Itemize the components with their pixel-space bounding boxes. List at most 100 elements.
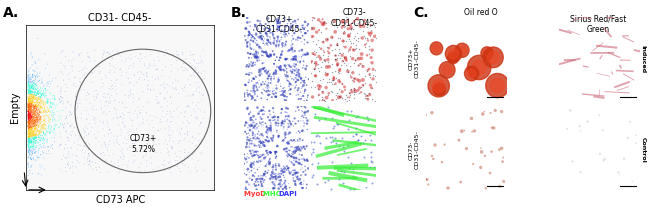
Point bbox=[29, 85, 40, 88]
Point bbox=[291, 57, 301, 61]
Point bbox=[277, 123, 287, 127]
Point bbox=[28, 133, 38, 137]
Point bbox=[24, 115, 34, 119]
Point bbox=[47, 93, 58, 97]
Point bbox=[24, 122, 34, 126]
Point bbox=[283, 168, 293, 172]
Point bbox=[29, 128, 40, 132]
Point bbox=[113, 164, 124, 167]
Point bbox=[302, 24, 313, 27]
Point bbox=[31, 88, 42, 92]
Point bbox=[23, 88, 34, 92]
Point bbox=[23, 107, 34, 110]
Point bbox=[23, 76, 33, 79]
Point bbox=[296, 30, 306, 34]
Point bbox=[265, 119, 276, 122]
Point bbox=[315, 78, 326, 82]
Point bbox=[321, 136, 332, 140]
Point bbox=[24, 108, 34, 112]
Point bbox=[27, 104, 38, 107]
Point bbox=[27, 132, 37, 135]
Point bbox=[284, 65, 294, 68]
Point bbox=[344, 48, 355, 51]
Point bbox=[119, 156, 129, 159]
Point bbox=[39, 123, 49, 127]
Point bbox=[71, 108, 81, 111]
Point bbox=[25, 92, 35, 96]
Point bbox=[40, 94, 50, 98]
Point bbox=[265, 30, 276, 34]
Point bbox=[285, 122, 296, 125]
Point bbox=[251, 150, 261, 154]
Point bbox=[257, 91, 267, 94]
Point bbox=[23, 105, 34, 108]
Point bbox=[297, 24, 307, 27]
Point bbox=[29, 125, 39, 128]
Point bbox=[27, 140, 38, 143]
Point bbox=[31, 93, 42, 97]
Point bbox=[26, 158, 36, 161]
Point bbox=[26, 131, 36, 134]
Point bbox=[109, 141, 119, 145]
Point bbox=[257, 174, 267, 177]
Point bbox=[268, 187, 278, 190]
Circle shape bbox=[450, 55, 456, 61]
Point bbox=[345, 93, 356, 97]
Point bbox=[24, 136, 34, 139]
Point bbox=[23, 104, 33, 108]
Point bbox=[198, 94, 208, 97]
Point bbox=[29, 151, 40, 155]
Point bbox=[252, 43, 263, 46]
Point bbox=[252, 87, 262, 90]
Point bbox=[193, 84, 203, 88]
Point bbox=[23, 95, 34, 98]
Point bbox=[285, 25, 296, 28]
Point bbox=[36, 145, 47, 148]
Point bbox=[25, 102, 35, 105]
Point bbox=[328, 23, 339, 27]
Point bbox=[29, 133, 39, 136]
Point bbox=[35, 117, 46, 120]
Point bbox=[248, 127, 258, 130]
Point bbox=[307, 174, 318, 177]
Point bbox=[29, 124, 39, 127]
Point bbox=[31, 139, 42, 142]
Point bbox=[40, 92, 50, 96]
Point bbox=[242, 41, 252, 44]
Point bbox=[38, 109, 48, 112]
Point bbox=[30, 115, 40, 118]
Point bbox=[36, 107, 46, 110]
Point bbox=[38, 99, 48, 102]
Point bbox=[344, 38, 354, 41]
Point bbox=[286, 170, 296, 174]
Point bbox=[32, 92, 42, 95]
Point bbox=[185, 53, 195, 57]
Point bbox=[79, 66, 90, 69]
Point bbox=[298, 110, 308, 113]
Point bbox=[36, 104, 46, 108]
Point bbox=[254, 158, 264, 162]
Point bbox=[256, 117, 266, 120]
Point bbox=[287, 48, 297, 51]
Point bbox=[271, 91, 281, 95]
Point bbox=[23, 101, 33, 104]
Point bbox=[99, 134, 110, 138]
Point bbox=[32, 117, 43, 120]
Point bbox=[102, 120, 112, 123]
Point bbox=[367, 61, 377, 64]
Point bbox=[26, 110, 36, 113]
Point bbox=[367, 39, 378, 42]
Point bbox=[159, 54, 170, 57]
Point bbox=[47, 143, 58, 146]
Point bbox=[43, 108, 53, 111]
Point bbox=[313, 99, 324, 102]
Point bbox=[40, 66, 51, 70]
Point bbox=[59, 126, 70, 130]
Point bbox=[81, 125, 91, 128]
Point bbox=[262, 171, 272, 175]
Point bbox=[359, 19, 369, 22]
Point bbox=[28, 158, 38, 161]
Point bbox=[366, 138, 376, 142]
Point bbox=[23, 118, 34, 121]
Point bbox=[29, 118, 39, 122]
